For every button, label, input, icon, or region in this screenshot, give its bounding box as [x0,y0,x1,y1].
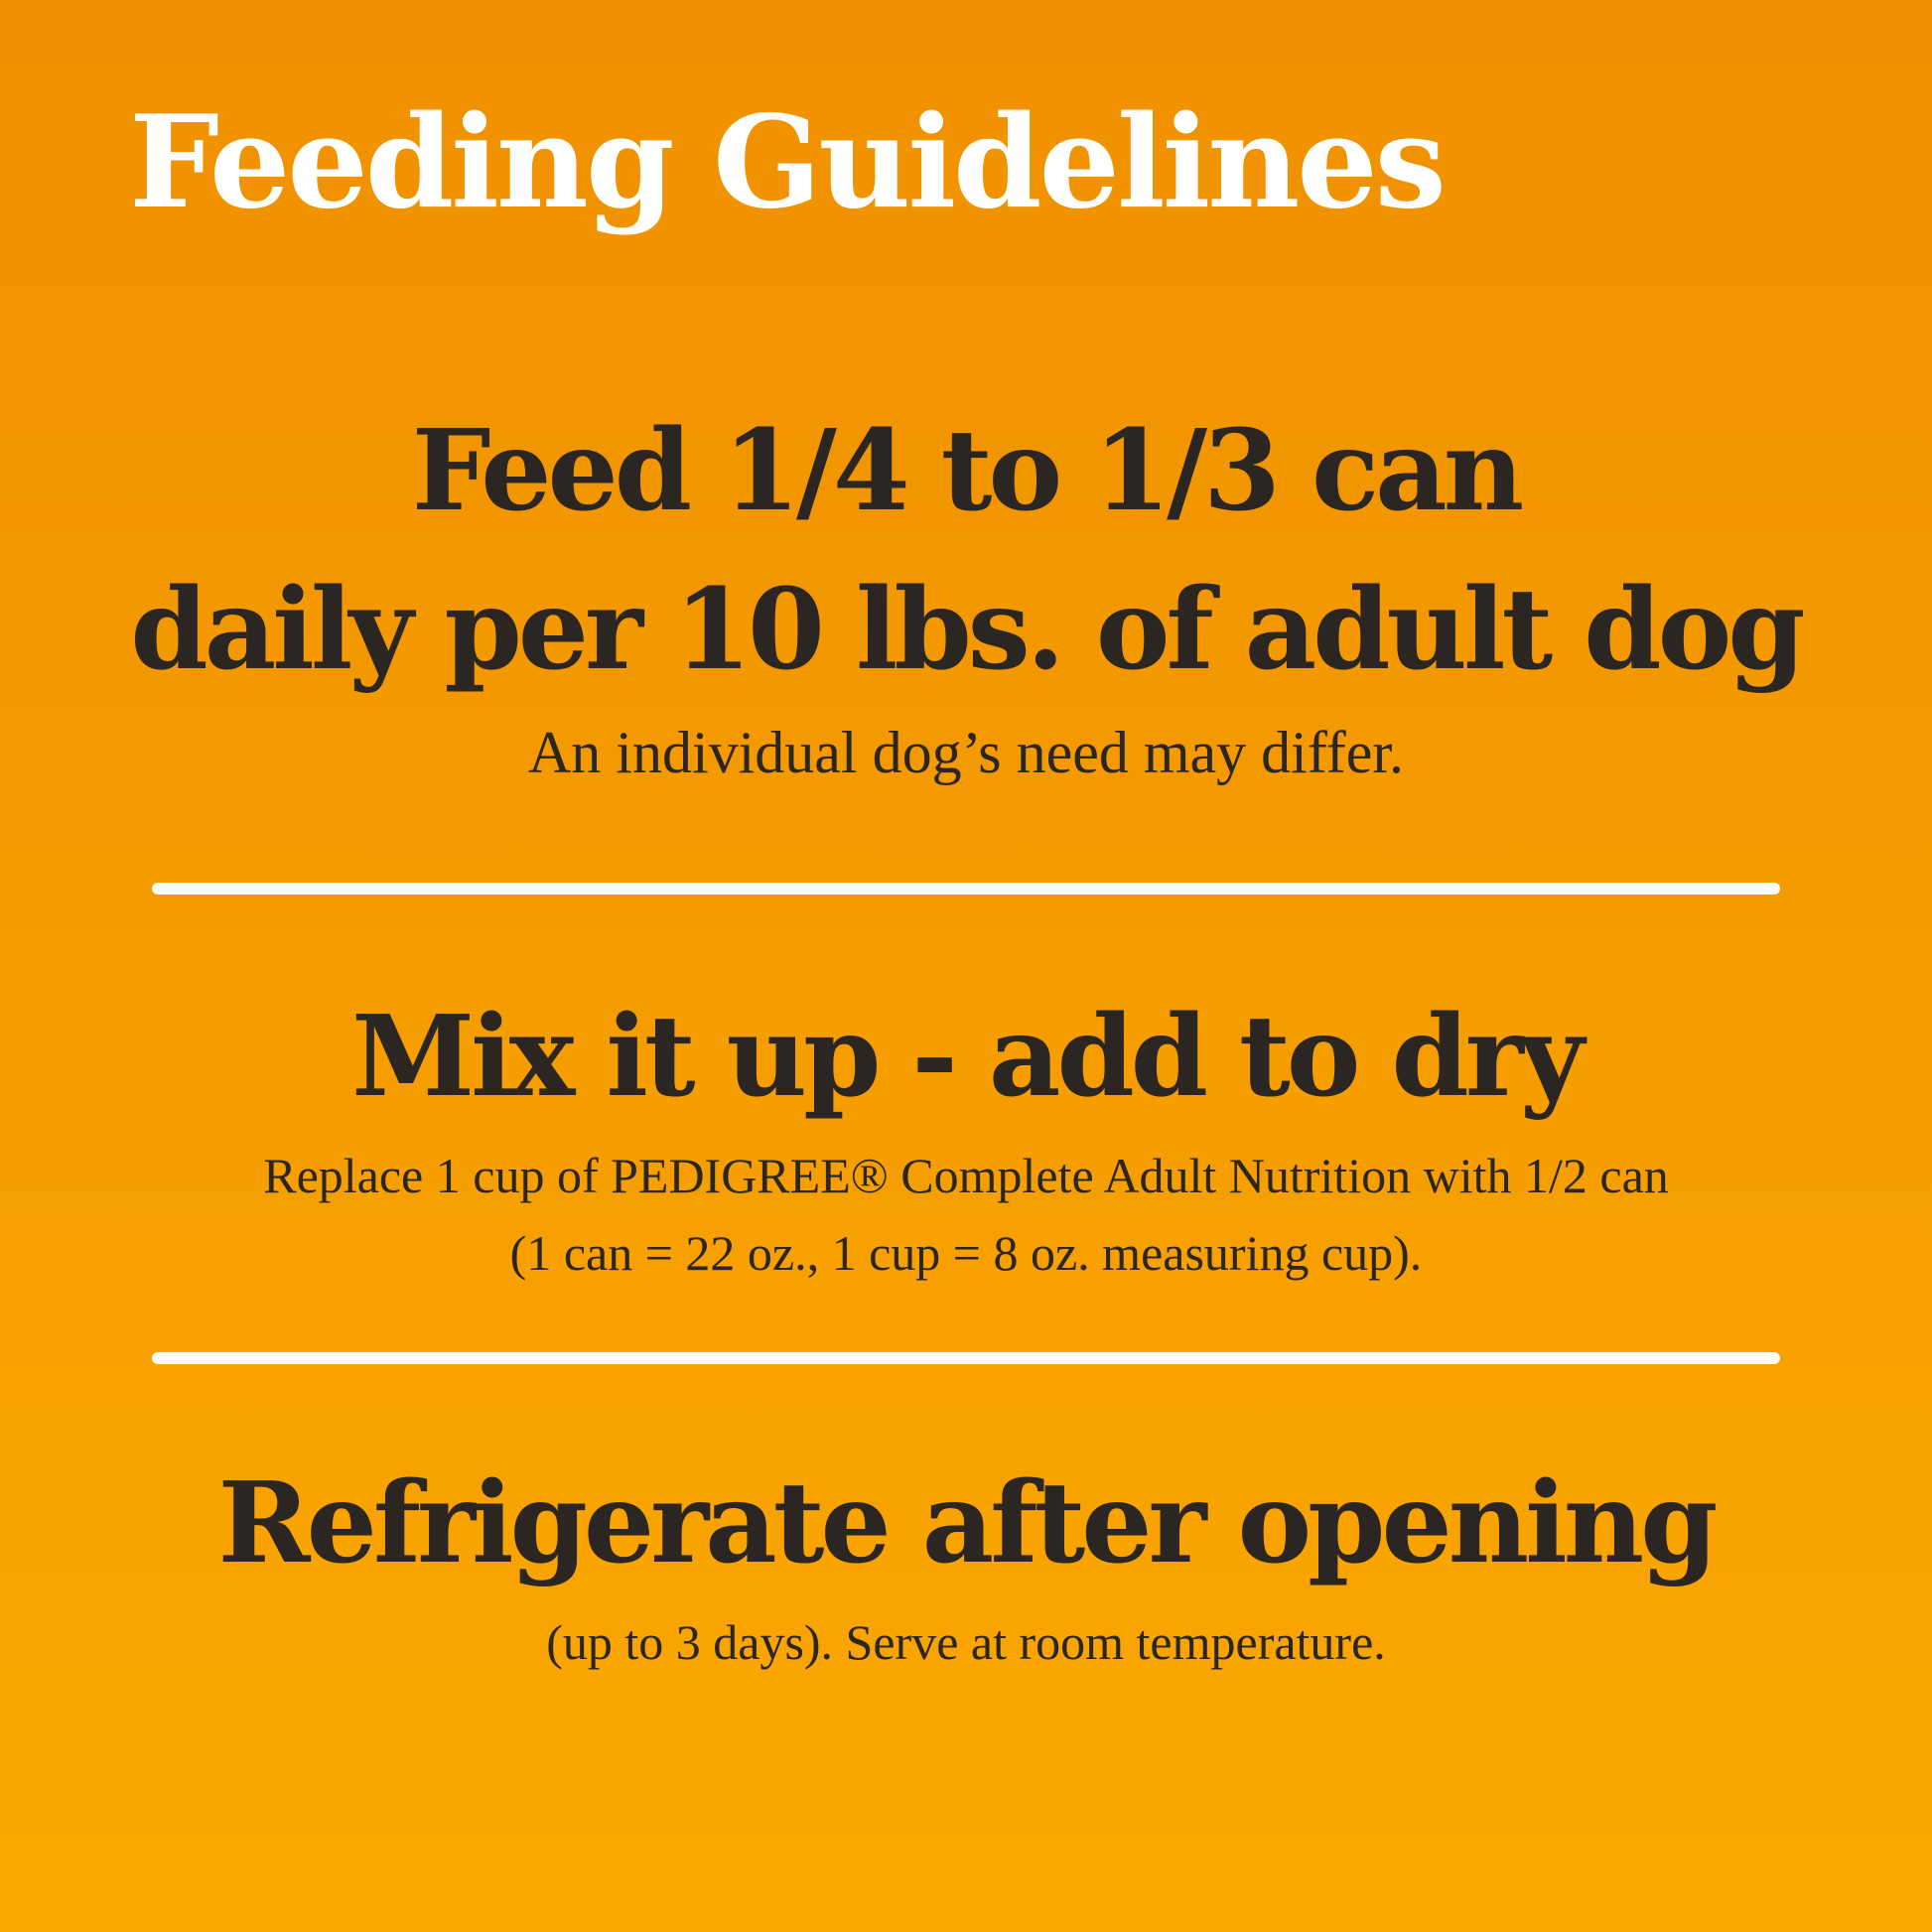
section-heading: Mix it up - add to dry [351,992,1585,1122]
page-title: Feeding Guidelines [129,88,1447,237]
section-subtext: (up to 3 days). Serve at room temperatur… [546,1614,1386,1670]
section-subtext: Replace 1 cup of PEDIGREE® Complete Adul… [263,1148,1669,1203]
divider [152,1352,1780,1364]
section-feeding-amount: Feed 1/4 to 1/3 can daily per 10 lbs. of… [0,392,1932,791]
section-heading: daily per 10 lbs. of adult dog [130,565,1805,695]
section-heading: Refrigerate after opening [217,1458,1719,1588]
section-mix: Mix it up - add to dry Replace 1 cup of … [0,978,1932,1292]
section-subtext: An individual dog’s need may differ. [527,720,1405,785]
section-refrigerate: Refrigerate after opening (up to 3 days)… [0,1445,1932,1681]
section-heading: Feed 1/4 to 1/3 can [411,406,1524,536]
section-subtext: (1 can = 22 oz., 1 cup = 8 oz. measuring… [509,1225,1423,1281]
divider [152,883,1780,895]
